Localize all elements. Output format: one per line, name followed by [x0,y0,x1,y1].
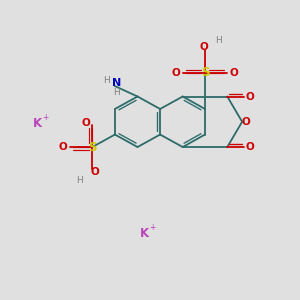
Text: N: N [112,77,121,88]
Text: O: O [59,142,68,152]
Text: S: S [88,140,97,154]
Text: +: + [149,223,156,232]
Text: O: O [245,92,254,101]
Text: O: O [91,167,100,177]
Text: K: K [32,117,42,130]
Text: H: H [215,35,222,44]
Text: +: + [42,113,49,122]
Text: O: O [81,118,90,128]
Text: K: K [140,227,148,240]
Text: H: H [103,76,110,85]
Text: O: O [172,68,181,78]
Text: O: O [245,142,254,152]
Text: O: O [199,43,208,52]
Text: S: S [201,66,209,79]
Text: H: H [76,176,83,185]
Text: O: O [241,117,250,127]
Text: H: H [113,88,120,97]
Text: O: O [230,68,238,78]
